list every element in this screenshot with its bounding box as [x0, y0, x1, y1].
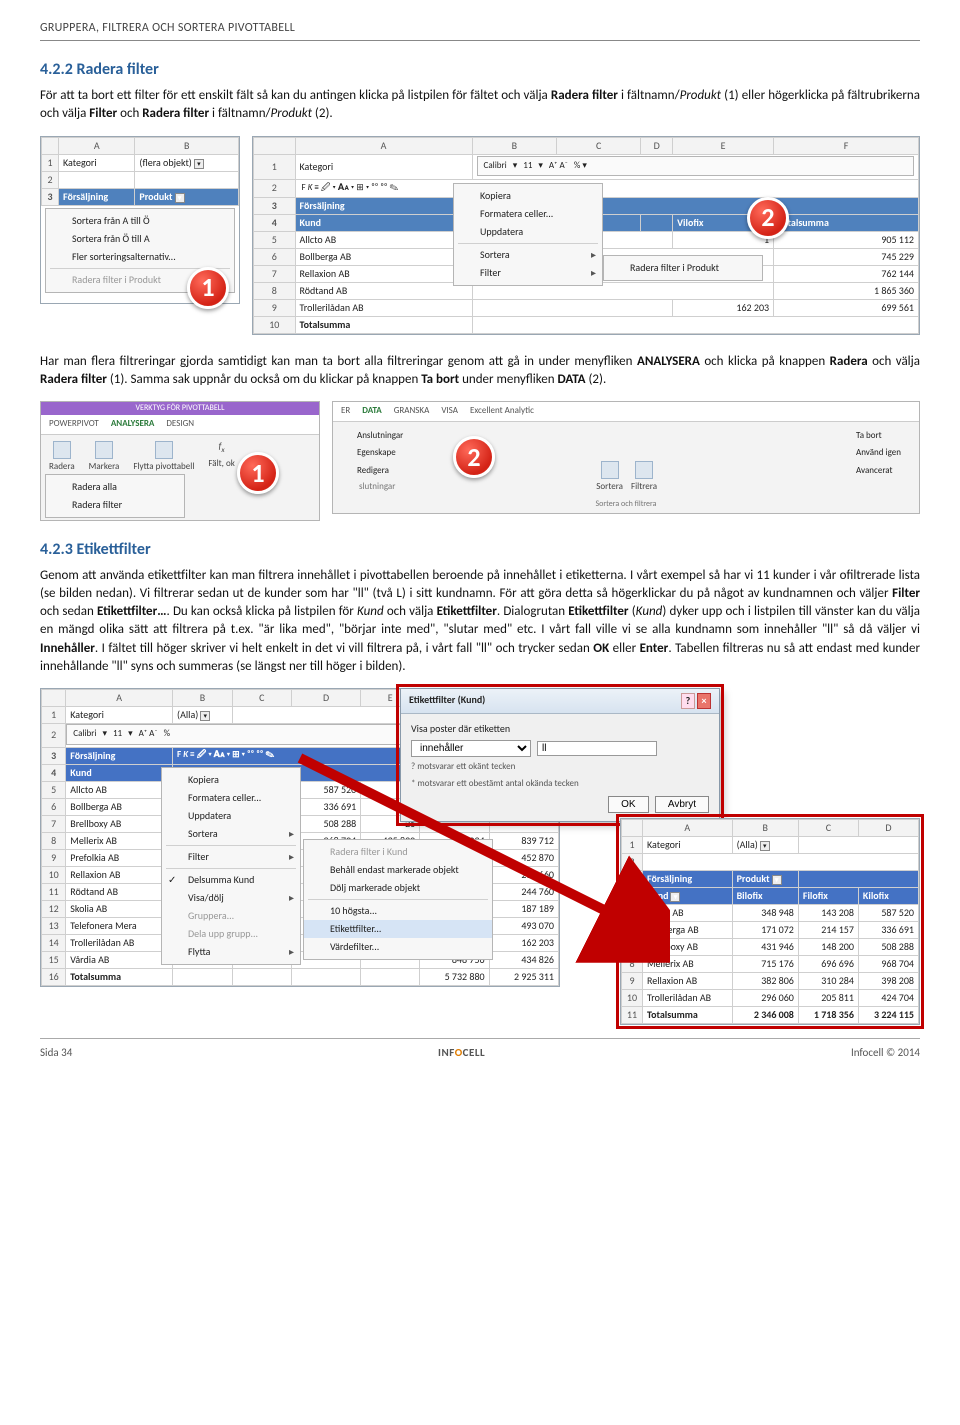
menu-sort-az[interactable]: Sortera från A till Ö — [46, 212, 234, 230]
ctx-sub-item[interactable]: Värdefilter... — [304, 938, 492, 956]
dialog-label: Visa poster där etiketten — [411, 722, 709, 736]
help-icon[interactable]: ? — [681, 693, 695, 709]
footer-copyright: Infocell © 2014 — [851, 1045, 920, 1060]
footer-logo: INFOCELL — [438, 1045, 485, 1060]
dropdown-icon[interactable]: ▾ — [175, 193, 185, 203]
ribbon-move[interactable]: Flytta pivottabell — [133, 441, 194, 474]
mini-toolbar[interactable]: Calibri▾ 11▾ A⁺ A⁻% ▾ — [477, 156, 914, 177]
table-row: 9Rellaxion AB382 806310 284398 208 — [622, 973, 919, 990]
ctx-sub-item[interactable]: Etikettfilter... — [304, 920, 492, 938]
menu-sort-za[interactable]: Sortera från Ö till A — [46, 230, 234, 248]
table-row: 8Mellerix AB715 176696 696968 704 — [622, 956, 919, 973]
ctx-format-cells[interactable]: Formatera celler... — [454, 205, 602, 223]
ribbon-select[interactable]: Markera — [89, 441, 120, 474]
ctx-sort[interactable]: Sortera — [454, 246, 602, 264]
ctx-sub-item[interactable]: Behåll endast markerade objekt — [304, 861, 492, 879]
dialog-value-input[interactable] — [537, 741, 657, 756]
table-row: 16Totalsumma5 732 8802 925 311 — [42, 968, 559, 985]
label-filter-dialog: Etikettfilter (Kund) ? × Visa poster där… — [400, 688, 720, 822]
ctx-item[interactable]: Sortera — [162, 825, 300, 843]
table-row: 11Totalsumma2 346 0081 718 3563 224 115 — [622, 1007, 919, 1024]
dropdown-icon[interactable]: ▾ — [670, 892, 680, 902]
ctx-item[interactable]: Gruppera... — [162, 907, 300, 925]
ribbon-tabs-2[interactable]: ER DATA GRANSKA VISA Excellent Analytic — [333, 402, 919, 422]
ctx-item[interactable]: Visa/dölj — [162, 889, 300, 907]
ctx-copy[interactable]: Kopiera — [454, 187, 602, 205]
ribbon-analysera: VERKTYG FÖR PIVOTTABELL POWERPIVOT ANALY… — [40, 401, 320, 520]
fig1-right: ABCDEF 1Kategori Calibri▾ 11▾ A⁺ A⁻% ▾ 2… — [252, 136, 920, 335]
context-menu: Kopiera Formatera celler... Uppdatera So… — [453, 183, 603, 286]
dialog-note-2: * motsvarar ett obestämt antal okända te… — [411, 778, 709, 791]
ribbon-reapply[interactable]: Använd igen — [840, 445, 911, 462]
fig1-left: AB 1Kategori(flera objekt)▾ 2 3Försäljni… — [40, 136, 240, 304]
fig3-right-table: ABCD 1Kategori(Alla)▾ 2 3FörsäljningProd… — [620, 818, 920, 1025]
dialog-operator-select[interactable]: innehåller — [411, 740, 531, 757]
figure-row-2: VERKTYG FÖR PIVOTTABELL POWERPIVOT ANALY… — [40, 401, 920, 520]
dropdown-icon[interactable]: ▾ — [200, 711, 210, 721]
clear-all[interactable]: Radera alla — [46, 478, 184, 496]
ribbon-filter[interactable]: Filtrera — [631, 461, 657, 494]
figure-row-1: AB 1Kategori(flera objekt)▾ 2 3Försäljni… — [40, 136, 920, 335]
heading-4-2-3: 4.2.3 Etikettfilter — [40, 539, 920, 561]
ribbon-sort[interactable]: Sortera — [596, 461, 623, 494]
dropdown-icon[interactable]: ▾ — [772, 875, 782, 885]
ribbon-advanced[interactable]: Avancerat — [840, 463, 911, 480]
dropdown-icon[interactable]: ▾ — [760, 841, 770, 851]
para-4-2-3: Genom att använda etikettfilter kan man … — [40, 567, 920, 676]
context-submenu: Radera filter i Produkt — [603, 255, 763, 281]
ctx-sub-item[interactable]: 10 högsta... — [304, 902, 492, 920]
ctx-item[interactable]: Dela upp grupp... — [162, 925, 300, 943]
ribbon-tabs[interactable]: POWERPIVOT ANALYSERA DESIGN — [41, 415, 319, 435]
ctx-refresh[interactable]: Uppdatera — [454, 223, 602, 241]
callout-1b: 1 — [237, 452, 279, 494]
ctx-item[interactable]: Filter — [162, 848, 300, 866]
ctx-item[interactable]: ✓Delsumma Kund — [162, 871, 300, 889]
ribbon-remove[interactable]: Ta bort — [840, 428, 911, 445]
ok-button[interactable]: OK — [608, 796, 648, 813]
table-row: 6Bollberga AB171 072214 157336 691 — [622, 922, 919, 939]
para-4-2-2: För att ta bort ett filter för ett enski… — [40, 87, 920, 123]
page-footer: Sida 34 INFOCELL Infocell © 2014 — [40, 1038, 920, 1060]
footer-page: Sida 34 — [40, 1045, 72, 1060]
ctx-item[interactable]: Formatera celler... — [162, 789, 300, 807]
cancel-button[interactable]: Avbryt — [655, 796, 709, 813]
ctx-item[interactable]: Flytta — [162, 943, 300, 961]
dialog-title: Etikettfilter (Kund) — [409, 693, 485, 709]
callout-1: 1 — [187, 267, 229, 309]
clear-filter[interactable]: Radera filter — [46, 496, 184, 514]
ctx-sub-item[interactable]: Radera filter i Kund — [304, 843, 492, 861]
table-row: 7Brellboxy AB431 946148 200508 288 — [622, 939, 919, 956]
para-mid: Har man flera filtreringar gjorda samtid… — [40, 353, 920, 389]
clear-dropdown: Radera alla Radera filter — [45, 474, 185, 518]
heading-4-2-2: 4.2.2 Radera filter — [40, 59, 920, 81]
dialog-note-1: ? motsvarar ett okänt tecken — [411, 761, 709, 774]
ctx-sub-item[interactable]: Dölj markerade objekt — [304, 879, 492, 897]
close-icon[interactable]: × — [697, 693, 711, 709]
table-row: 5Allcto AB348 948143 208587 520 — [622, 905, 919, 922]
figure-3: ABCDEFG 1Kategori(Alla)▾ 2 Calibri▾11▾A⁺… — [40, 688, 920, 998]
callout-2: 2 — [747, 197, 789, 239]
ribbon-clear[interactable]: Radera — [49, 441, 75, 474]
callout-2b: 2 — [453, 436, 495, 478]
dropdown-icon[interactable]: ▾ — [194, 159, 204, 169]
ctx-clear-filter-product[interactable]: Radera filter i Produkt — [604, 259, 762, 277]
ctx-filter[interactable]: Filter — [454, 264, 602, 282]
ctx-item[interactable]: Kopiera — [162, 771, 300, 789]
menu-more-sort[interactable]: Fler sorterings­alternativ... — [46, 248, 234, 266]
ctx-submenu-3: Radera filter i KundBehåll endast marker… — [303, 839, 493, 960]
ctx-item[interactable]: Uppdatera — [162, 807, 300, 825]
page-header: GRUPPERA, FILTRERA OCH SORTERA PIVOTTABE… — [40, 20, 920, 41]
table-row: 10Trollerilådan AB296 060205 811424 704 — [622, 990, 919, 1007]
ctx-menu-3: KopieraFormatera celler...UppdateraSorte… — [161, 767, 301, 965]
ribbon-data: ER DATA GRANSKA VISA Excellent Analytic … — [332, 401, 920, 514]
